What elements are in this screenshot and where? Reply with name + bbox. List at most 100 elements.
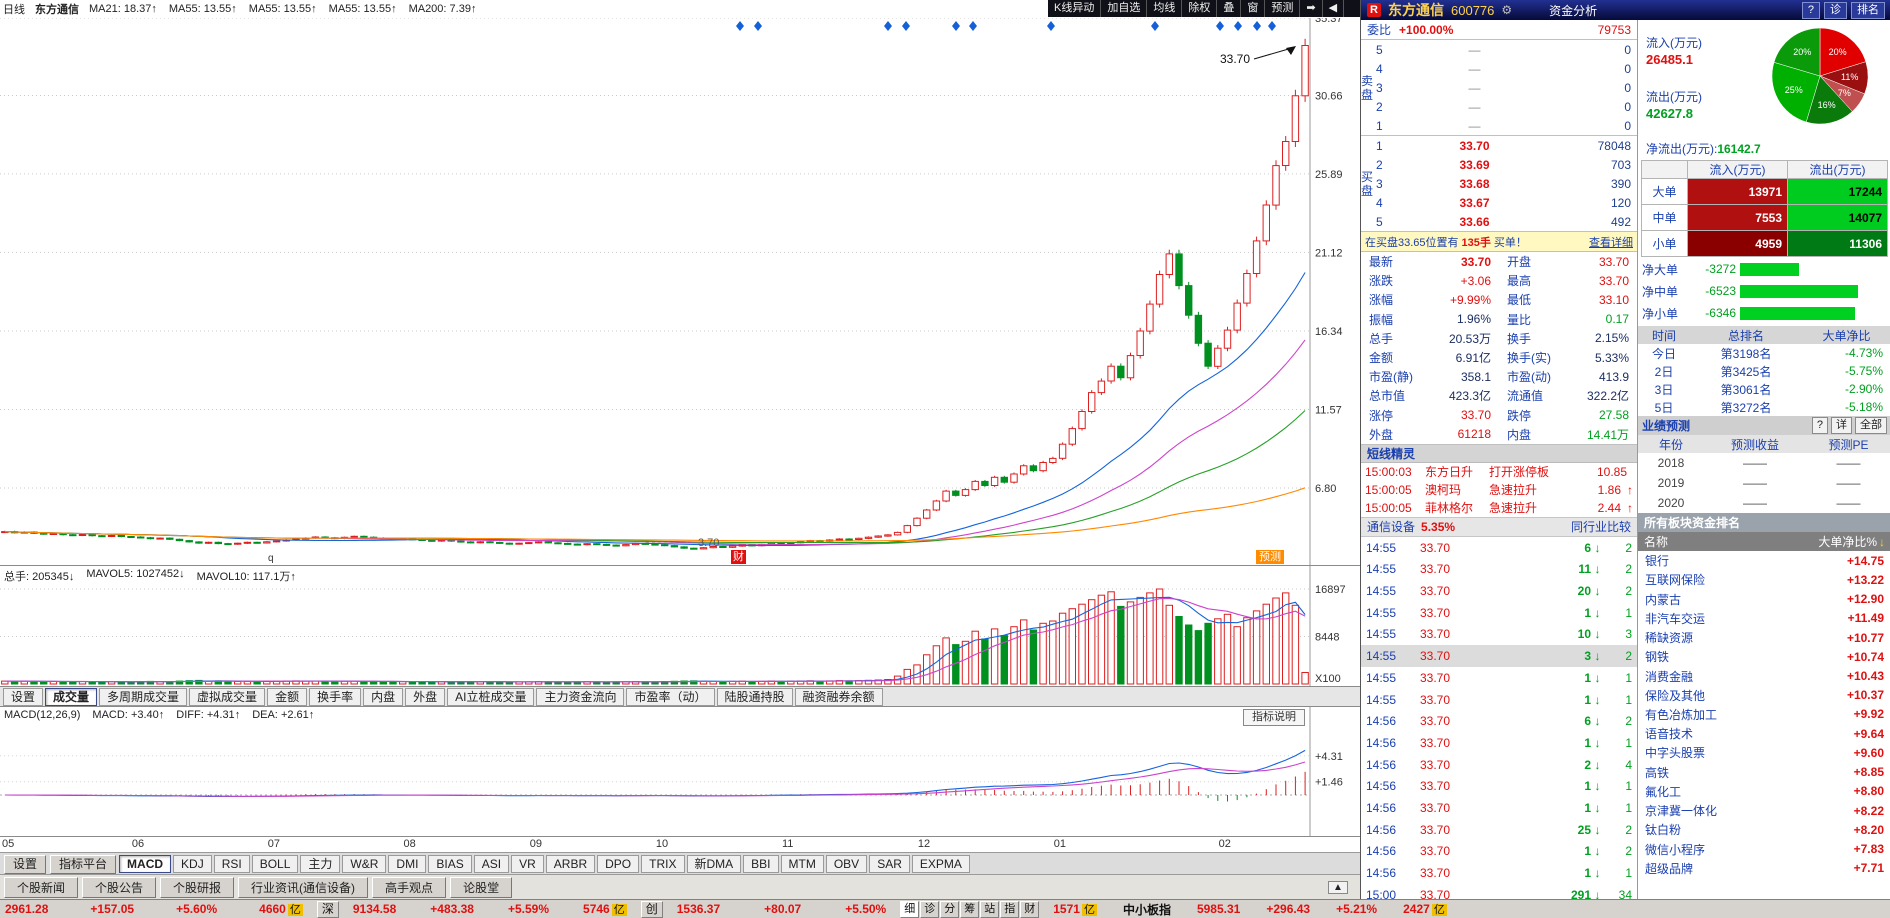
volume-tab[interactable]: 融资融券余额 xyxy=(794,688,883,706)
toolbar-button[interactable]: 预测 xyxy=(1265,0,1301,17)
indicator-settings-button[interactable]: 指标平台 xyxy=(50,854,117,874)
time-sales-row[interactable]: 14:55 33.70 3 ↓ 2 xyxy=(1361,645,1637,667)
volume-tab[interactable]: 陆股通持股 xyxy=(716,688,793,706)
view-detail-link[interactable]: 查看详细 xyxy=(1589,236,1633,249)
indicator-tab[interactable]: MTM xyxy=(780,855,824,873)
time-sales-row[interactable]: 14:56 33.70 6 ↓ 2 xyxy=(1366,714,1632,729)
sector-row[interactable]: 高铁 +8.85 xyxy=(1645,765,1884,780)
forecast-badge[interactable]: 预测 xyxy=(1256,550,1284,564)
news-tab[interactable]: 论股堂 xyxy=(450,877,513,898)
tab-fund-analysis[interactable]: 资金分析 xyxy=(1549,3,1598,18)
volume-tab[interactable]: 多周期成交量 xyxy=(99,688,188,706)
period-selector[interactable]: 日线 xyxy=(3,4,25,16)
sector-row[interactable]: 保险及其他 +10.37 xyxy=(1645,688,1884,703)
toolbar-button[interactable]: 均线 xyxy=(1147,0,1183,17)
bid-row[interactable]: 2 33.69 703 xyxy=(1376,157,1631,172)
indicator-tab[interactable]: 新DMA xyxy=(686,855,742,873)
bid-row[interactable]: 5 33.66 492 xyxy=(1376,214,1631,229)
time-sales-row[interactable]: 14:55 33.70 20 ↓ 2 xyxy=(1366,584,1632,599)
indicator-tab[interactable]: BIAS xyxy=(428,855,472,873)
sector-value-header[interactable]: 大单净比% ↓ xyxy=(1756,532,1890,551)
toolbar-button[interactable]: 叠 xyxy=(1217,0,1242,17)
sector-row[interactable]: 中字头股票 +9.60 xyxy=(1645,745,1884,761)
forecast-button[interactable]: 详 xyxy=(1831,417,1852,434)
sector-row[interactable]: 非汽车交运 +11.49 xyxy=(1645,611,1884,626)
volume-tab[interactable]: 虚拟成交量 xyxy=(189,688,266,706)
indicator-tab[interactable]: ASI xyxy=(473,855,510,873)
indicator-tab[interactable]: MACD xyxy=(119,855,172,873)
volume-tab[interactable]: 换手率 xyxy=(309,688,362,706)
ask-row[interactable]: 3—0 xyxy=(1376,80,1631,95)
indicator-tab[interactable]: RSI xyxy=(213,855,250,873)
volume-tab[interactable]: 金额 xyxy=(267,688,308,706)
volume-tab[interactable]: 内盘 xyxy=(363,688,404,706)
bid-row[interactable]: 4 33.67 120 xyxy=(1376,195,1631,210)
mini-tab[interactable]: 分 xyxy=(940,900,960,918)
indicator-tab[interactable]: 主力 xyxy=(300,855,341,873)
indicator-tab[interactable]: VR xyxy=(511,855,544,873)
toolbar-button[interactable]: K线异动 xyxy=(1048,0,1102,17)
news-tab[interactable]: 个股研报 xyxy=(160,877,235,898)
alert-row[interactable]: 15:00:05 澳柯玛 急速拉升 1.86 ↑ xyxy=(1365,482,1633,498)
time-sales-row[interactable]: 14:55 33.70 1 ↓ 1 xyxy=(1366,670,1632,685)
indicator-tab[interactable]: SAR xyxy=(869,855,910,873)
volume-chart[interactable]: 16897 8448 X100 xyxy=(0,566,1360,687)
indicator-tab[interactable]: OBV xyxy=(825,855,868,873)
gear-icon[interactable]: ⚙ xyxy=(1501,3,1513,17)
time-sales-row[interactable]: 14:55 33.70 1 ↓ 1 xyxy=(1366,605,1632,620)
mini-tab[interactable]: 细 xyxy=(900,900,920,918)
volume-tab[interactable]: 设置 xyxy=(3,688,44,706)
ask-row[interactable]: 4—0 xyxy=(1376,61,1631,76)
forecast-button[interactable]: 全部 xyxy=(1855,417,1887,434)
financial-report-badge[interactable]: 财 xyxy=(731,550,746,564)
indicator-tab[interactable]: BBI xyxy=(743,855,779,873)
mini-tab[interactable]: 指 xyxy=(1000,900,1020,918)
sector-row[interactable]: 互联网保险 +13.22 xyxy=(1645,572,1884,588)
indicator-tab[interactable]: DMI xyxy=(388,855,427,873)
ask-row[interactable]: 5—0 xyxy=(1376,42,1631,57)
mini-tab[interactable]: 站 xyxy=(980,900,1000,918)
bid-row[interactable]: 3 33.68 390 xyxy=(1376,176,1631,191)
sector-row[interactable]: 钛白粉 +8.20 xyxy=(1645,822,1884,838)
indicator-tab[interactable]: ARBR xyxy=(545,855,596,873)
alert-row[interactable]: 15:00:03 东方日升 打开涨停板 10.85 xyxy=(1365,464,1627,480)
macd-chart[interactable]: +4.31 +1.46 xyxy=(0,707,1360,837)
sector-row[interactable]: 银行 +14.75 xyxy=(1645,553,1884,569)
header-button[interactable]: 排名 xyxy=(1851,1,1885,19)
time-sales-row[interactable]: 14:55 33.70 10 ↓ 3 xyxy=(1366,627,1632,642)
forecast-button[interactable]: ? xyxy=(1811,417,1828,434)
scroll-up-icon[interactable]: ▲ xyxy=(1328,881,1348,894)
sz-market-button[interactable]: 深 xyxy=(316,900,339,918)
news-tab[interactable]: 高手观点 xyxy=(372,877,447,898)
indicator-tab[interactable]: EXPMA xyxy=(911,855,970,873)
cy-market-button[interactable]: 创 xyxy=(640,900,663,918)
time-sales-row[interactable]: 14:55 33.70 1 ↓ 1 xyxy=(1366,692,1632,707)
indicator-tab[interactable]: DPO xyxy=(597,855,640,873)
collapse-panel-icon[interactable]: ◀ xyxy=(1323,0,1345,17)
time-sales-row[interactable]: 14:56 33.70 1 ↓ 1 xyxy=(1366,800,1632,815)
time-sales-row[interactable]: 14:56 33.70 25 ↓ 2 xyxy=(1366,822,1632,837)
time-sales-row[interactable]: 14:55 33.70 11 ↓ 2 xyxy=(1366,562,1632,577)
industry-link[interactable]: 通信设备 xyxy=(1367,520,1416,535)
sector-row[interactable]: 京津冀一体化 +8.22 xyxy=(1645,803,1884,819)
toolbar-button[interactable]: 除权 xyxy=(1182,0,1218,17)
industry-compare-link[interactable]: 同行业比较 xyxy=(1570,520,1631,535)
indicator-tab[interactable]: BOLL xyxy=(251,855,299,873)
sector-row[interactable]: 语音技术 +9.64 xyxy=(1645,726,1884,742)
time-sales-row[interactable]: 14:56 33.70 1 ↓ 1 xyxy=(1366,779,1632,794)
news-tab[interactable]: 行业资讯(通信设备) xyxy=(238,877,369,898)
mini-tab[interactable]: 财 xyxy=(1020,900,1040,918)
time-sales-row[interactable]: 15:00 33.70 291 ↓ 34 xyxy=(1361,884,1637,899)
indicator-tab[interactable]: KDJ xyxy=(173,855,212,873)
sector-name-header[interactable]: 名称 xyxy=(1638,532,1756,551)
sector-row[interactable]: 超级品牌 +7.71 xyxy=(1645,861,1884,876)
time-sales-row[interactable]: 14:56 33.70 2 ↓ 4 xyxy=(1366,757,1632,772)
sector-row[interactable]: 消费金融 +10.43 xyxy=(1645,669,1884,684)
sector-row[interactable]: 氟化工 +8.80 xyxy=(1645,784,1884,799)
indicator-tab[interactable]: W&R xyxy=(342,855,387,873)
news-tab[interactable]: 个股公告 xyxy=(82,877,157,898)
mini-tab[interactable]: 筹 xyxy=(960,900,980,918)
header-button[interactable]: 诊 xyxy=(1824,1,1847,19)
toolbar-button[interactable]: 窗 xyxy=(1241,0,1266,17)
time-sales-row[interactable]: 14:55 33.70 6 ↓ 2 xyxy=(1366,540,1632,555)
